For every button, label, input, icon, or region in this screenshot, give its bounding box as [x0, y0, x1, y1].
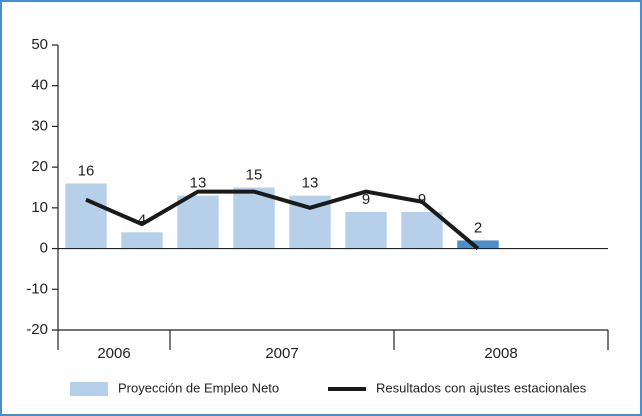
- data-label: 13: [302, 175, 319, 192]
- data-label: 16: [78, 162, 95, 179]
- y-tick-label: -20: [26, 321, 48, 338]
- group-label: 2006: [97, 345, 130, 362]
- bar: [401, 211, 443, 249]
- data-label: 2: [474, 219, 482, 236]
- group-label: 2008: [484, 345, 517, 362]
- bar: [65, 183, 107, 249]
- y-tick-label: 10: [31, 199, 48, 216]
- legend-label: Resultados con ajustes estacionales: [376, 380, 587, 395]
- legend-label: Proyección de Empleo Neto: [118, 380, 279, 395]
- data-label: 9: [362, 191, 370, 208]
- group-label: 2007: [265, 345, 298, 362]
- data-label: 15: [246, 166, 263, 183]
- bar: [121, 232, 163, 249]
- y-tick-label: -10: [26, 280, 48, 297]
- y-tick-label: 40: [31, 77, 48, 94]
- data-label: 13: [190, 175, 207, 192]
- bar: [345, 211, 387, 249]
- line: [85, 189, 480, 251]
- y-tick-label: 50: [31, 36, 48, 53]
- y-tick-label: 0: [40, 240, 48, 257]
- legend-swatch: [70, 382, 108, 396]
- bar: [233, 187, 275, 249]
- data-label: 9: [418, 191, 426, 208]
- bar: [457, 240, 499, 249]
- data-label: 4: [138, 211, 146, 228]
- y-tick-label: 30: [31, 117, 48, 134]
- bar: [177, 195, 219, 249]
- y-tick-label: 20: [31, 158, 48, 175]
